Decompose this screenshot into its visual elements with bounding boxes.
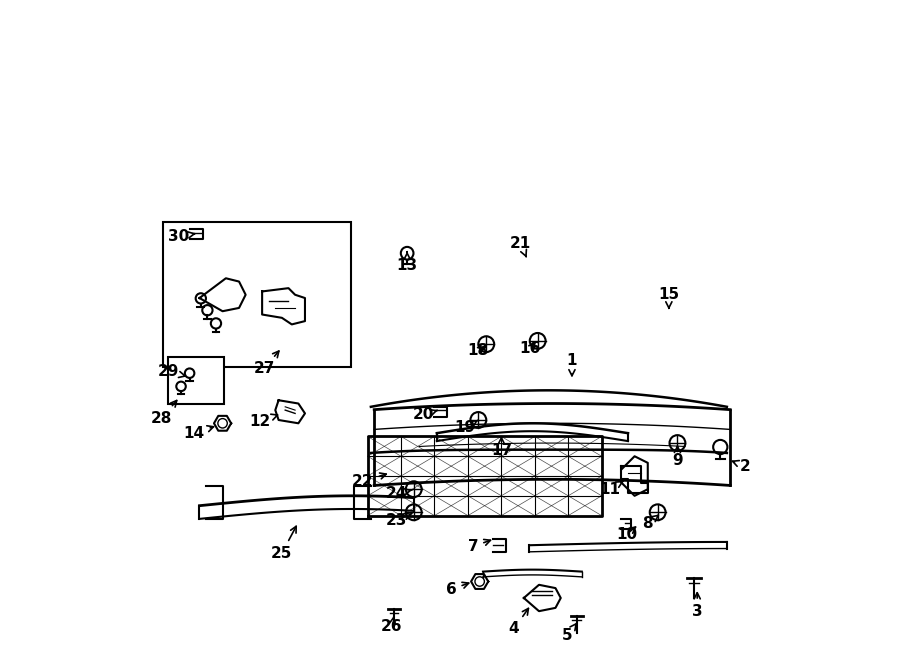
- Text: 8: 8: [643, 515, 659, 531]
- Text: 24: 24: [385, 487, 412, 501]
- Text: 30: 30: [167, 229, 195, 244]
- Text: 21: 21: [510, 236, 531, 257]
- Text: 12: 12: [249, 414, 277, 429]
- Text: 18: 18: [468, 344, 489, 358]
- Text: 5: 5: [562, 623, 577, 643]
- Text: 10: 10: [616, 526, 637, 542]
- Text: 28: 28: [151, 401, 176, 426]
- Text: 1: 1: [567, 353, 577, 376]
- Bar: [168, 357, 224, 404]
- Text: 27: 27: [254, 351, 279, 376]
- Text: 19: 19: [454, 420, 478, 436]
- Bar: [163, 222, 351, 367]
- Text: 3: 3: [692, 592, 703, 619]
- Text: 14: 14: [184, 426, 213, 441]
- Text: 9: 9: [672, 446, 683, 469]
- Text: 23: 23: [385, 512, 412, 528]
- Text: 4: 4: [508, 608, 528, 636]
- Text: 15: 15: [658, 287, 680, 308]
- Text: 7: 7: [468, 539, 490, 554]
- Text: 25: 25: [271, 526, 296, 561]
- Text: 16: 16: [520, 342, 541, 356]
- Text: 20: 20: [413, 407, 437, 422]
- Text: 6: 6: [446, 582, 469, 597]
- Text: 17: 17: [491, 438, 512, 459]
- Text: 29: 29: [158, 364, 185, 379]
- Text: 22: 22: [352, 473, 386, 489]
- Text: 13: 13: [397, 252, 418, 273]
- Text: 26: 26: [382, 616, 402, 634]
- Text: 11: 11: [599, 481, 623, 496]
- Text: 2: 2: [733, 459, 751, 473]
